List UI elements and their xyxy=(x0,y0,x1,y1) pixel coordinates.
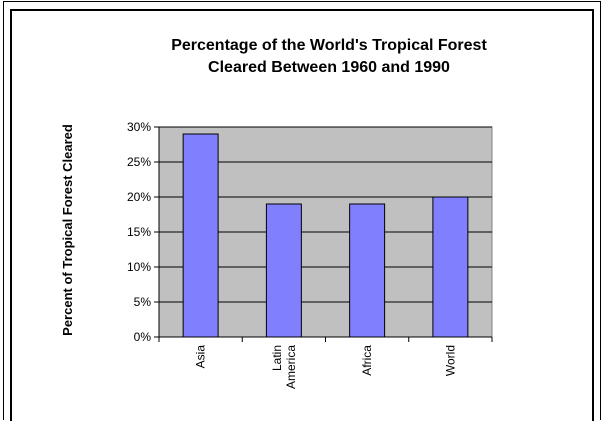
x-tick-label: Asia xyxy=(194,345,208,369)
plot-area: 30% 25% 20% 15% 10% 5% 0% Asia Latin America Afric… xyxy=(127,120,492,389)
chart-title-line-1: Percentage of the World's Tropical Fores… xyxy=(171,37,487,54)
y-tick-label: 15% xyxy=(127,225,151,239)
bar-africa xyxy=(350,204,385,337)
y-tick-label: 5% xyxy=(134,295,152,309)
bar-world xyxy=(433,197,468,337)
y-tick-label: 25% xyxy=(127,155,151,169)
y-axis-title: Percent of Tropical Forest Cleared xyxy=(60,124,75,336)
y-tick-label: 0% xyxy=(134,330,152,344)
x-tick-label: America xyxy=(284,345,298,389)
y-tick-label: 10% xyxy=(127,260,151,274)
x-tick-label: Africa xyxy=(360,345,374,376)
x-tick-label: World xyxy=(443,345,457,376)
bar-asia xyxy=(183,134,218,337)
bar-latin-america xyxy=(266,204,301,337)
y-tick-label: 20% xyxy=(127,190,151,204)
x-tick-label: Latin xyxy=(270,345,284,371)
y-tick-label: 30% xyxy=(127,120,151,134)
chart-title-line-2: Cleared Between 1960 and 1990 xyxy=(208,59,450,76)
